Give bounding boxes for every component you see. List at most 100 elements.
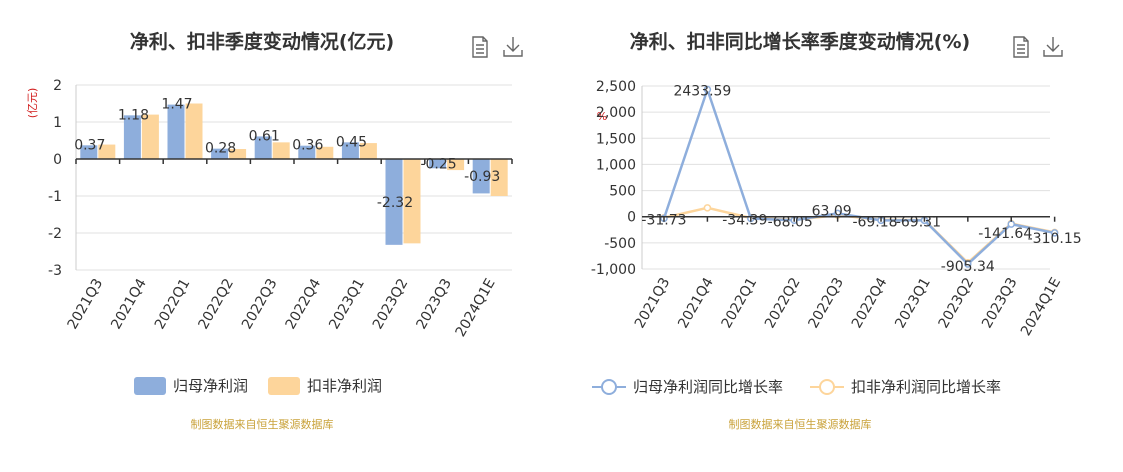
bar-deducted-net-profit (272, 142, 290, 159)
y-tick-label: 2,500 (596, 79, 636, 95)
data-label: 2433.59 (673, 83, 731, 99)
x-tick-label: 2022Q4 (283, 276, 325, 332)
x-tick-label: 2024Q1E (453, 276, 499, 340)
data-point (703, 204, 712, 212)
right-y-unit-label: % (597, 110, 607, 123)
x-tick-label: 2022Q1 (719, 275, 761, 331)
legend-item-net-profit-growth[interactable]: 归母净利润同比增长率 (592, 378, 783, 396)
legend-item-deducted-growth[interactable]: 扣非净利润同比增长率 (810, 378, 1001, 396)
right-source-note: 制图数据来自恒生聚源数据库 (729, 417, 872, 431)
bar-deducted-net-profit (185, 103, 203, 159)
bar-net-profit (341, 142, 359, 159)
bar-net-profit (80, 145, 98, 159)
bar-net-profit (472, 159, 490, 194)
data-label: 1.18 (118, 107, 149, 123)
data-label: 63.09 (812, 203, 852, 219)
data-label: 0.28 (205, 141, 236, 157)
data-label: -310.15 (1028, 231, 1082, 247)
y-tick-label: -3 (48, 263, 62, 279)
y-tick-label: -1,000 (591, 262, 636, 278)
legend-label: 扣非净利润 (307, 377, 382, 395)
download-icon[interactable] (1043, 37, 1063, 57)
document-icon[interactable] (472, 36, 488, 58)
left-y-unit-label: (亿元) (26, 88, 39, 119)
x-tick-label: 2022Q3 (805, 275, 847, 331)
data-label: 0.36 (292, 138, 323, 154)
x-tick-label: 2023Q3 (979, 275, 1021, 331)
bar-deducted-net-profit (403, 159, 421, 244)
right-legend: 归母净利润同比增长率 扣非净利润同比增长率 (592, 378, 1001, 396)
data-point (703, 85, 712, 94)
bar-net-profit (385, 159, 403, 245)
bar-deducted-net-profit (98, 144, 116, 159)
download-icon[interactable] (503, 37, 523, 57)
left-source-note: 制图数据来自恒生聚源数据库 (191, 417, 334, 431)
x-tick-label: 2024Q1E (1018, 275, 1064, 339)
x-tick-label: 2021Q4 (108, 276, 150, 332)
x-tick-label: 2021Q4 (675, 275, 717, 331)
data-label: -68.05 (768, 214, 813, 230)
y-tick-label: 2,000 (596, 105, 636, 121)
x-tick-label: 2023Q1 (892, 275, 934, 331)
growth-rate-chart-panel: 净利、扣非同比增长率季度变动情况(%) % 2,500 2,000 1,500 1,0… (591, 30, 1082, 431)
data-label: -69.31 (896, 214, 941, 230)
y-tick-label: 500 (609, 184, 636, 200)
y-tick-label: 1 (53, 115, 62, 131)
legend-label: 归母净利润 (173, 377, 248, 395)
bar-net-profit (254, 136, 272, 159)
y-tick-label: 2 (53, 78, 62, 94)
data-label: 0.45 (336, 134, 367, 150)
left-legend: 归母净利润 扣非净利润 (134, 377, 382, 395)
bar-net-profit (211, 148, 229, 159)
x-tick-label: 2022Q3 (239, 276, 281, 332)
x-tick-label: 2023Q2 (936, 275, 978, 331)
data-point (964, 260, 972, 268)
x-tick-label: 2023Q3 (413, 276, 455, 332)
left-chart-title: 净利、扣非季度变动情况(亿元) (130, 30, 394, 53)
bar-deducted-net-profit (359, 143, 377, 159)
legend-label: 归母净利润同比增长率 (633, 378, 783, 396)
data-label: -31.73 (641, 212, 686, 228)
bar-net-profit (167, 104, 185, 159)
data-label: -2.32 (377, 195, 413, 211)
x-tick-label: 2022Q1 (152, 276, 194, 332)
x-tick-label: 2023Q1 (326, 276, 368, 332)
bar-deducted-net-profit (229, 149, 247, 159)
y-tick-label: -1 (48, 189, 62, 205)
bar-net-profit (298, 145, 316, 159)
y-tick-label: -500 (604, 236, 636, 252)
data-point (1050, 229, 1059, 237)
data-label: -141.64 (978, 226, 1032, 242)
data-label: -0.25 (420, 157, 456, 173)
x-tick-label: 2021Q3 (632, 275, 674, 331)
legend-label: 扣非净利润同比增长率 (851, 378, 1001, 396)
bar-deducted-net-profit (447, 159, 465, 171)
right-chart-title: 净利、扣非同比增长率季度变动情况(%) (630, 30, 970, 53)
data-label: 0.61 (249, 128, 280, 144)
y-tick-label: 1,000 (596, 157, 636, 173)
bar-deducted-net-profit (141, 114, 159, 159)
y-tick-label: 1,500 (596, 131, 636, 147)
bar-deducted-net-profit (490, 159, 508, 196)
y-tick-label: 0 (53, 152, 62, 168)
x-tick-label: 2022Q2 (762, 275, 804, 331)
legend-item-net-profit[interactable]: 归母净利润 (134, 377, 248, 395)
y-tick-label: -2 (48, 226, 62, 242)
data-label: -905.34 (941, 259, 995, 275)
x-tick-label: 2021Q3 (65, 276, 107, 332)
data-label: 0.37 (74, 137, 105, 153)
x-tick-label: 2022Q2 (195, 276, 237, 332)
document-icon[interactable] (1013, 36, 1029, 58)
y-tick-label: 0 (627, 210, 636, 226)
bar-deducted-net-profit (316, 146, 334, 159)
data-label: -34.39 (722, 213, 767, 229)
bar-net-profit (123, 115, 141, 159)
x-tick-label: 2022Q4 (849, 275, 891, 331)
legend-item-deducted-net-profit[interactable]: 扣非净利润 (268, 377, 382, 395)
data-label: 1.47 (161, 97, 192, 113)
data-label: -0.93 (464, 169, 500, 185)
data-label: -69.18 (852, 214, 897, 230)
bar-net-profit (429, 159, 447, 169)
